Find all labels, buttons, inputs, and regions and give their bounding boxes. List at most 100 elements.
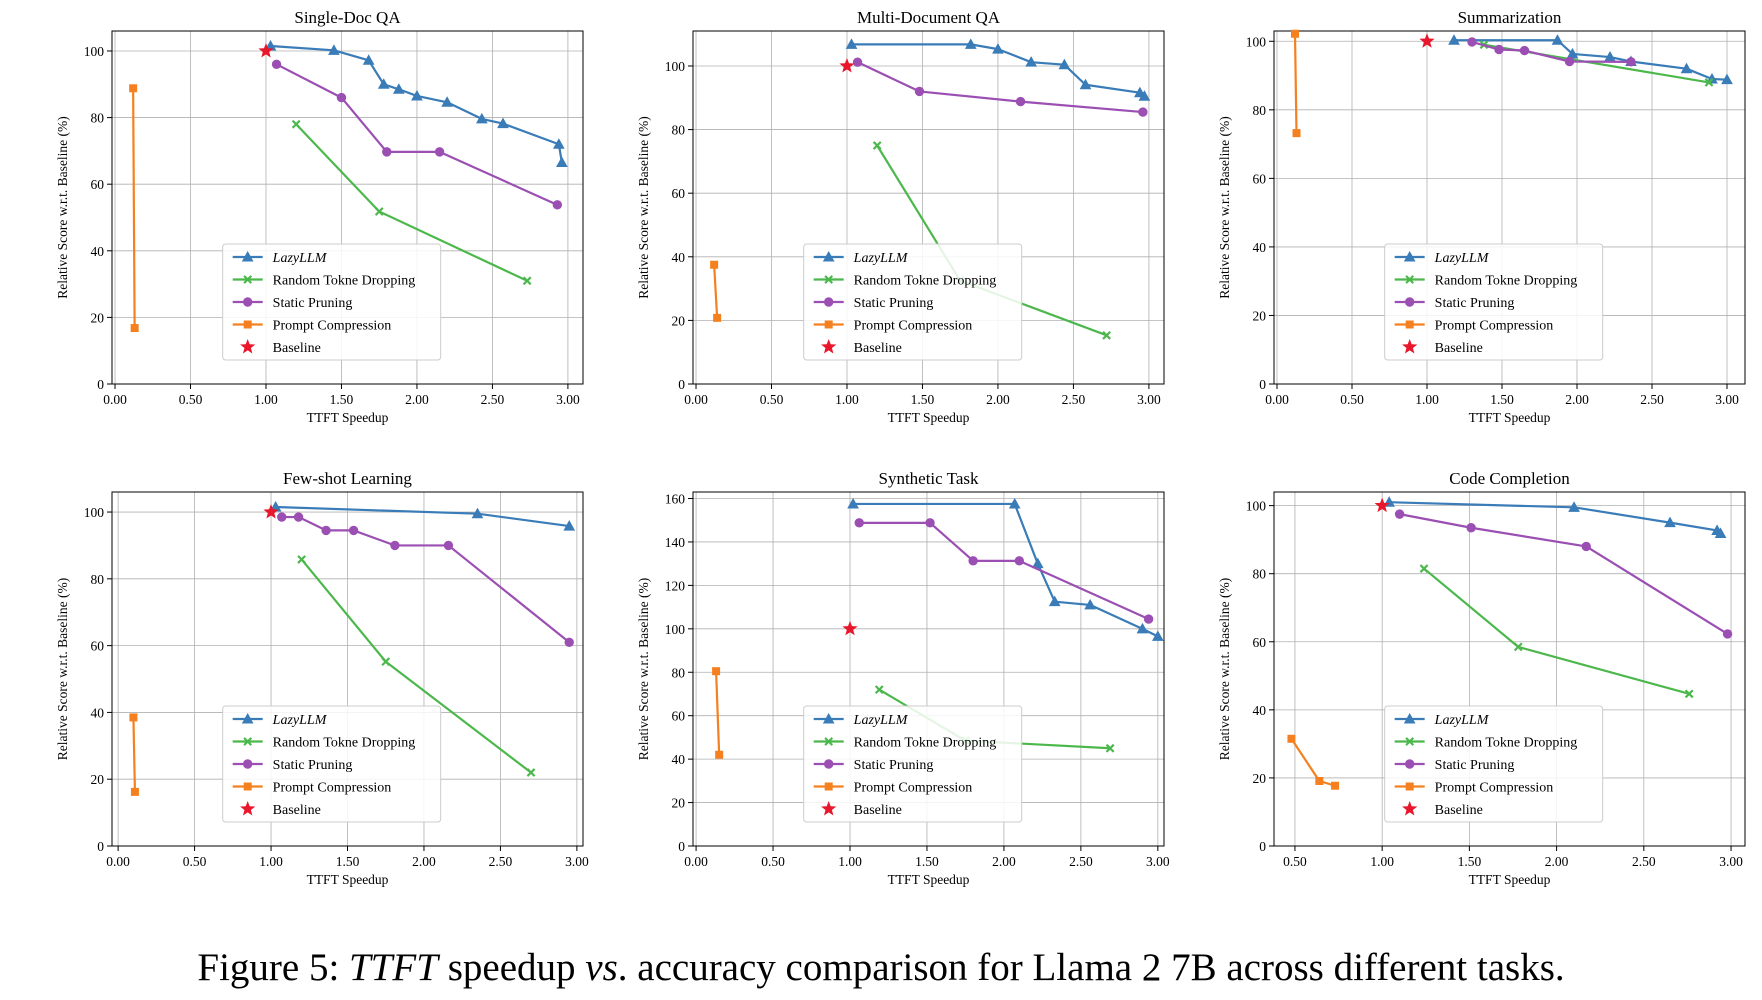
lazyllm-point <box>552 138 565 149</box>
lazyllm-line <box>1389 501 1722 535</box>
axes-frame <box>692 30 1165 385</box>
legend-label: LazyLLM <box>1434 251 1490 266</box>
series-lazyllm <box>847 497 1164 641</box>
caption-suffix: . accuracy comparison for Llama 2 7B acr… <box>617 946 1565 989</box>
legend-item-prompt: Prompt Compression <box>813 319 972 334</box>
legend-label: Random Tokne Dropping <box>854 274 997 289</box>
x-tick-label: 1.50 <box>915 854 939 869</box>
prompt-point <box>715 750 724 759</box>
legend-box <box>1384 705 1604 823</box>
prompt-line <box>1290 738 1336 787</box>
legend-item-prompt: Prompt Compression <box>1394 319 1553 334</box>
legend-label: Baseline <box>854 803 902 818</box>
x-tick-label: 0.50 <box>761 854 785 869</box>
caption-prefix: Figure 5: <box>197 946 350 989</box>
lazyllm-point <box>1568 501 1580 512</box>
static-point <box>1143 614 1154 624</box>
legend-marker-random <box>243 737 253 746</box>
lazyllm-point <box>497 117 509 129</box>
y-tick-label: 20 <box>1253 308 1267 323</box>
prompt-point <box>130 787 139 796</box>
x-axis-label: TTFT Speedup <box>1469 410 1551 425</box>
legend-item-prompt: Prompt Compression <box>813 781 972 796</box>
legend-marker-baseline <box>1402 801 1418 816</box>
random-point <box>1105 743 1115 753</box>
legend-marker-random <box>824 275 834 284</box>
x-tick-label: 2.50 <box>1632 854 1656 869</box>
lazyllm-point <box>847 497 859 509</box>
legend-item-baseline: Baseline <box>240 339 321 356</box>
chart-title: Single-Doc QA <box>294 8 401 27</box>
prompt-point <box>713 313 722 322</box>
legend-marker-prompt <box>1405 782 1414 791</box>
lazyllm-point <box>1138 90 1151 101</box>
x-tick-label: 2.50 <box>1640 392 1664 407</box>
static-point <box>1519 45 1530 56</box>
prompt-point <box>129 713 138 722</box>
chart-title: Multi-Document QA <box>857 8 1001 27</box>
legend-item-lazyllm: LazyLLM <box>232 250 328 266</box>
x-tick-label: 0.50 <box>183 854 207 869</box>
legend-marker-baseline <box>821 339 837 354</box>
prompt-line <box>714 671 721 755</box>
x-tick-label: 0.50 <box>760 392 784 407</box>
x-tick-label: 2.00 <box>412 854 436 869</box>
legend-label: LazyLLM <box>272 251 328 266</box>
x-tick-label: 3.00 <box>1715 392 1739 407</box>
y-tick-label: 60 <box>1253 171 1267 186</box>
legend-label: Baseline <box>273 803 321 818</box>
subplot-5: 0.00 0.50 1.00 1.50 2.00 2.50 3.00 0 20 40 60 80 100… <box>636 469 1170 887</box>
legend-marker-prompt <box>824 320 833 329</box>
x-tick-label: 3.00 <box>565 854 589 869</box>
y-tick-label: 0 <box>97 839 104 854</box>
series-static <box>277 512 574 647</box>
y-tick-label: 0 <box>678 377 685 392</box>
prompt-point <box>1291 29 1299 38</box>
y-tick-label: 0 <box>1259 839 1266 854</box>
series-random <box>291 119 532 286</box>
y-tick-label: 60 <box>672 709 686 724</box>
y-tick-label: 140 <box>665 535 686 550</box>
x-axis-label: TTFT Speedup <box>888 872 970 887</box>
legend-marker-random <box>1405 275 1415 284</box>
legend-item-random: Random Tokne Dropping <box>232 736 415 751</box>
series-prompt <box>1287 734 1340 790</box>
legend-item-baseline: Baseline <box>821 339 902 356</box>
lazyllm-point <box>1551 34 1564 45</box>
legend-marker-lazyllm <box>1403 712 1416 724</box>
series-baseline <box>258 42 274 58</box>
series-prompt <box>1291 29 1301 138</box>
lazyllm-point <box>328 44 340 55</box>
x-tick-label: 0.00 <box>684 392 708 407</box>
lazyllm-point <box>362 54 375 65</box>
legend-item-lazyllm: LazyLLM <box>1394 250 1490 266</box>
legend-item-static: Static Pruning <box>1394 758 1514 773</box>
static-point <box>434 147 445 157</box>
static-point <box>564 637 574 647</box>
static-point <box>443 540 454 551</box>
lazyllm-point <box>377 78 390 89</box>
caption-ttft: TTFT <box>349 946 438 989</box>
legend: LazyLLM Random Tokne Dropping Static Pruni… <box>803 705 1023 823</box>
lazyllm-point <box>476 112 488 124</box>
x-tick-label: 0.00 <box>1265 392 1289 407</box>
random-point <box>297 555 307 564</box>
series-static <box>1394 509 1733 639</box>
series-lazyllm <box>1383 496 1727 539</box>
y-tick-label: 60 <box>672 186 686 201</box>
random-point <box>526 768 536 777</box>
random-point <box>1684 689 1694 699</box>
random-point <box>522 276 532 286</box>
series-baseline <box>839 57 855 73</box>
prompt-point <box>712 667 721 676</box>
static-point <box>1014 556 1025 566</box>
legend-label: Static Pruning <box>854 758 934 773</box>
legend-label: Static Pruning <box>854 296 934 311</box>
series-random <box>1419 564 1694 699</box>
lazyllm-point <box>556 156 568 168</box>
caption-mid: speedup <box>437 946 586 989</box>
legend-marker-baseline <box>821 801 837 816</box>
y-tick-label: 20 <box>91 310 105 325</box>
lazyllm-line <box>270 44 563 163</box>
